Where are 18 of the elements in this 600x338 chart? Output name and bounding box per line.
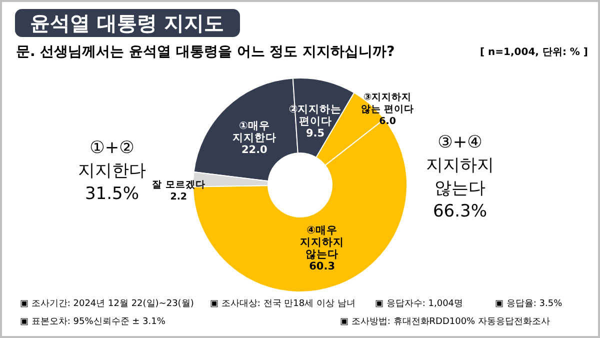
text: ▣ 응답율: 3.5% [495, 299, 563, 309]
text: ③+④ 지지하지 않는다 66.3% [426, 132, 494, 222]
data-label: 22.0 [241, 144, 268, 156]
text: ①+② 지지한다 31.5% [78, 138, 146, 204]
text: ▣ 조사대상: 전국 만18세 이상 남녀 [210, 299, 356, 309]
slice-label: ①매우 지지한다 [231, 120, 276, 144]
text: ▣ 표본오차: 95%신뢰수준 ± 3.1% [20, 317, 166, 327]
text: ▣ 조사기간: 2024년 12월 22(일)~23(월) [20, 299, 194, 309]
chart-subtitle: 문. 선생님께서는 윤석열 대통령을 어느 정도 지지하십니까? [16, 44, 395, 60]
data-label: 60.3 [309, 260, 336, 273]
slice-label: ④매우 지지하지 않는다 [299, 224, 344, 261]
data-label: 9.5 [306, 127, 325, 140]
text: [ n=1,004, 단위: % ] [480, 47, 588, 58]
chart-title: 윤석열 대통령 지지도 [30, 11, 224, 35]
text: ▣ 응답자수: 1,004명 [375, 299, 464, 309]
data-label: 2.2 [170, 192, 188, 203]
slice-label: 잘 모르겠다 [152, 180, 206, 191]
text: ▣ 조사방법: 휴대전화RDD100% 자동응답전화조사 [340, 317, 550, 327]
